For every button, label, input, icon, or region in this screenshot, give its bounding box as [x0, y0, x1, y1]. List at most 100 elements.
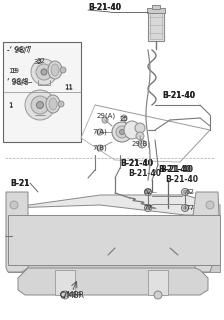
- Circle shape: [195, 240, 205, 250]
- Circle shape: [37, 232, 39, 234]
- Circle shape: [31, 96, 49, 114]
- Text: 25: 25: [120, 116, 129, 122]
- Text: B-21-40: B-21-40: [120, 158, 153, 167]
- Circle shape: [181, 188, 189, 196]
- Circle shape: [146, 190, 149, 194]
- Polygon shape: [18, 268, 208, 295]
- Circle shape: [97, 260, 103, 266]
- Circle shape: [206, 201, 214, 209]
- Circle shape: [36, 64, 52, 80]
- Bar: [22, 220, 172, 248]
- Text: 7(A): 7(A): [92, 129, 107, 135]
- Text: 19: 19: [10, 68, 19, 74]
- Text: 1: 1: [8, 103, 13, 109]
- Circle shape: [25, 90, 55, 120]
- Circle shape: [146, 206, 149, 210]
- Text: 11: 11: [64, 84, 73, 90]
- Circle shape: [89, 227, 91, 229]
- Circle shape: [138, 140, 146, 148]
- Circle shape: [181, 204, 189, 212]
- Ellipse shape: [24, 230, 28, 242]
- Circle shape: [6, 230, 18, 242]
- Circle shape: [97, 129, 103, 135]
- Circle shape: [144, 188, 151, 196]
- Text: B-21-40: B-21-40: [120, 158, 153, 167]
- Polygon shape: [18, 218, 175, 250]
- Text: B-21-40: B-21-40: [88, 3, 121, 12]
- Ellipse shape: [124, 121, 140, 139]
- Ellipse shape: [48, 61, 62, 79]
- Circle shape: [149, 261, 151, 263]
- Circle shape: [58, 101, 64, 107]
- Text: B-21-40: B-21-40: [160, 165, 193, 174]
- Text: B-21-40: B-21-40: [88, 3, 121, 12]
- Bar: [3, 42, 81, 142]
- Text: 62: 62: [143, 189, 152, 195]
- Circle shape: [61, 291, 69, 299]
- Circle shape: [50, 258, 54, 262]
- Circle shape: [135, 123, 145, 133]
- Circle shape: [112, 122, 132, 142]
- Text: B-21-40: B-21-40: [162, 91, 195, 100]
- Text: 1: 1: [8, 102, 13, 108]
- Polygon shape: [8, 215, 220, 265]
- Ellipse shape: [51, 64, 59, 76]
- Polygon shape: [6, 192, 28, 272]
- Bar: [148, 11, 164, 41]
- Text: -’ 98/7: -’ 98/7: [7, 45, 32, 54]
- Circle shape: [99, 262, 101, 264]
- Text: B-21-40: B-21-40: [158, 165, 191, 174]
- Text: 77: 77: [185, 205, 194, 211]
- Circle shape: [88, 226, 93, 230]
- Circle shape: [144, 204, 151, 212]
- Circle shape: [10, 251, 18, 259]
- Ellipse shape: [45, 230, 47, 242]
- Bar: [118, 238, 167, 262]
- Text: 62: 62: [185, 189, 194, 195]
- Bar: [150, 13, 162, 39]
- Circle shape: [154, 291, 162, 299]
- Circle shape: [121, 115, 127, 121]
- Polygon shape: [190, 192, 220, 272]
- Text: 29(A): 29(A): [97, 113, 116, 119]
- Circle shape: [37, 101, 43, 108]
- Text: B-21-40: B-21-40: [128, 169, 161, 178]
- Text: 32: 32: [33, 59, 42, 65]
- Bar: [147, 8, 165, 13]
- Ellipse shape: [37, 230, 39, 242]
- Text: C/MBR: C/MBR: [60, 291, 85, 300]
- Circle shape: [202, 251, 210, 259]
- Circle shape: [142, 226, 147, 230]
- Text: ’ 98/8-: ’ 98/8-: [7, 79, 30, 85]
- Ellipse shape: [49, 230, 52, 242]
- Text: C/MBR: C/MBR: [60, 292, 83, 298]
- Bar: [55, 270, 75, 295]
- Circle shape: [102, 117, 108, 123]
- Polygon shape: [8, 265, 220, 272]
- Bar: [152, 5, 160, 9]
- Circle shape: [41, 69, 47, 75]
- Bar: [115, 235, 170, 265]
- Circle shape: [144, 227, 146, 229]
- Circle shape: [97, 145, 103, 151]
- Ellipse shape: [41, 230, 43, 242]
- Ellipse shape: [49, 98, 57, 110]
- Ellipse shape: [28, 230, 32, 242]
- Text: B-21: B-21: [10, 179, 29, 188]
- Text: 7(B): 7(B): [92, 145, 107, 151]
- Circle shape: [60, 67, 66, 73]
- Bar: [148, 270, 168, 295]
- Circle shape: [31, 59, 57, 85]
- Text: ’ 98/8–: ’ 98/8–: [7, 77, 33, 86]
- Text: 19: 19: [8, 68, 17, 74]
- Circle shape: [116, 126, 128, 138]
- Circle shape: [136, 132, 144, 140]
- Circle shape: [35, 230, 41, 236]
- Circle shape: [147, 260, 153, 265]
- Ellipse shape: [46, 95, 60, 113]
- Text: -’ 98/7: -’ 98/7: [7, 47, 30, 53]
- Text: B-21-40: B-21-40: [165, 175, 198, 185]
- Circle shape: [183, 206, 187, 210]
- Ellipse shape: [32, 230, 35, 242]
- Bar: [28, 225, 166, 243]
